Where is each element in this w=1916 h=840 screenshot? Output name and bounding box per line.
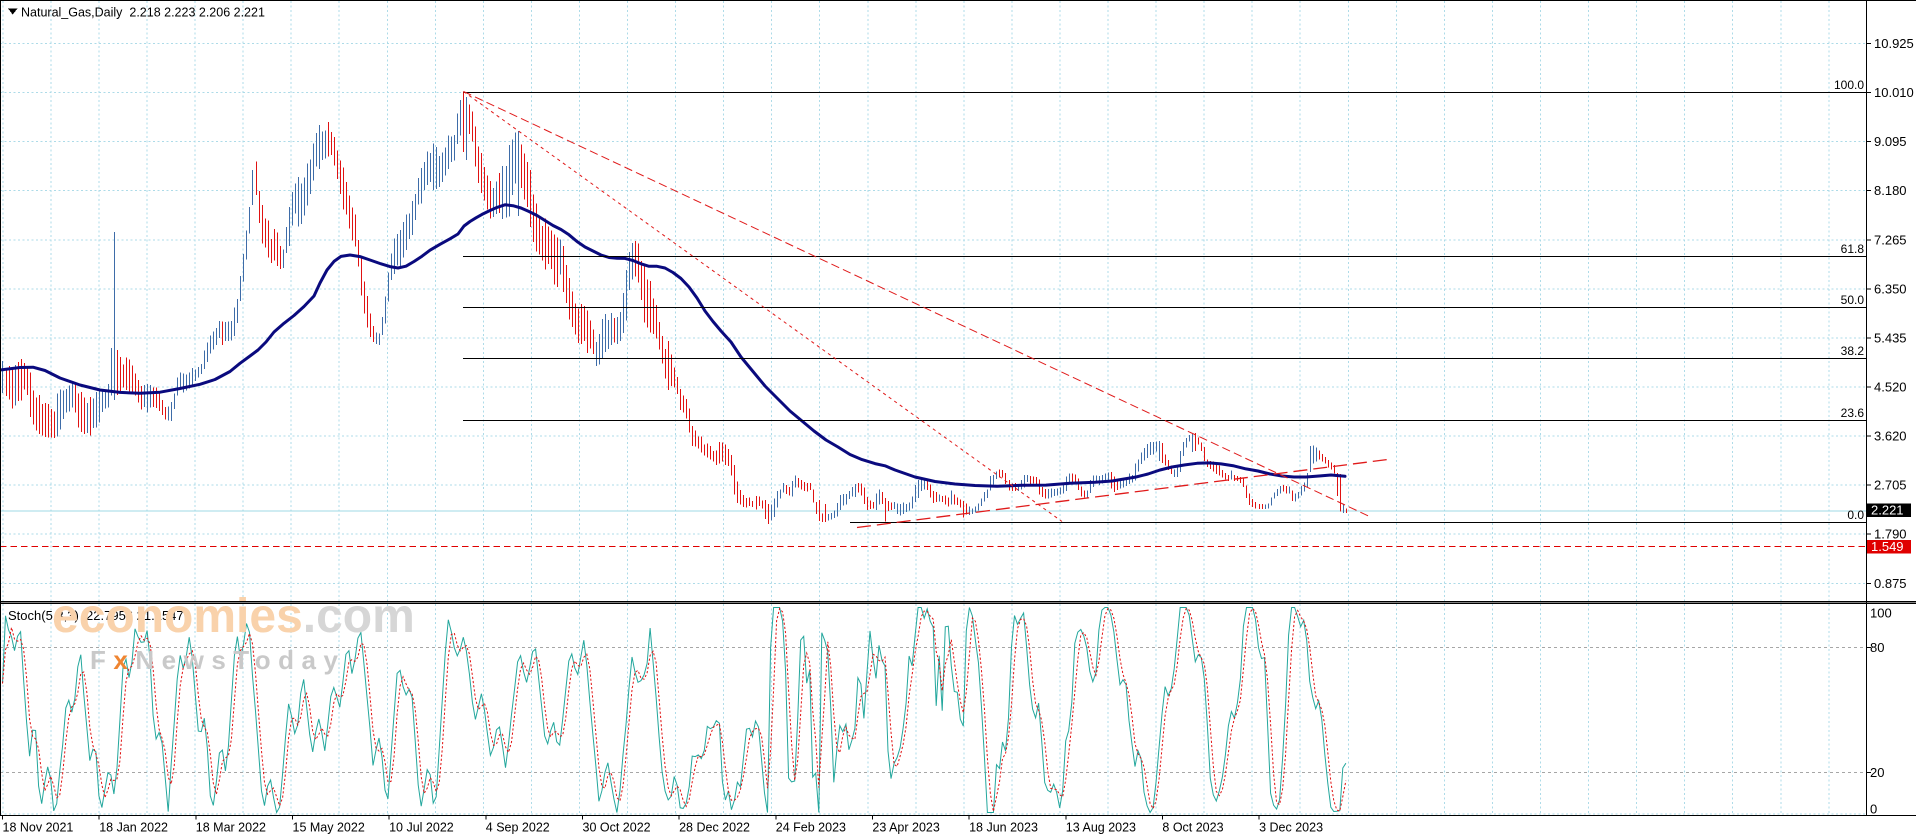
svg-text:7.265: 7.265 (1874, 232, 1907, 247)
svg-text:28 Dec 2022: 28 Dec 2022 (679, 821, 750, 835)
svg-text:0: 0 (1870, 802, 1877, 817)
svg-text:0.0: 0.0 (1847, 508, 1864, 522)
svg-text:Natural_Gas,Daily 2.218 2.223: Natural_Gas,Daily 2.218 2.223 2.206 2.22… (21, 6, 265, 20)
svg-text:23 Apr 2023: 23 Apr 2023 (872, 821, 939, 835)
svg-text:3 Dec 2023: 3 Dec 2023 (1259, 821, 1323, 835)
svg-text:10 Jul 2022: 10 Jul 2022 (389, 821, 454, 835)
svg-text:100.0: 100.0 (1834, 78, 1864, 92)
svg-text:8.180: 8.180 (1874, 183, 1907, 198)
svg-text:4 Sep 2022: 4 Sep 2022 (486, 821, 550, 835)
svg-text:FxNewsToday: FxNewsToday (90, 645, 345, 675)
svg-text:38.2: 38.2 (1841, 344, 1865, 358)
svg-text:0.875: 0.875 (1874, 576, 1907, 591)
svg-text:20: 20 (1870, 765, 1884, 780)
svg-text:4.520: 4.520 (1874, 380, 1907, 395)
svg-text:80: 80 (1870, 640, 1884, 655)
svg-text:2.705: 2.705 (1874, 478, 1907, 493)
svg-text:18 Jan 2022: 18 Jan 2022 (99, 821, 168, 835)
svg-text:1.549: 1.549 (1871, 539, 1904, 554)
svg-text:8 Oct 2023: 8 Oct 2023 (1162, 821, 1223, 835)
svg-text:6.350: 6.350 (1874, 281, 1907, 296)
svg-text:50.0: 50.0 (1841, 293, 1865, 307)
svg-text:1.790: 1.790 (1874, 527, 1907, 542)
svg-text:18 Jun 2023: 18 Jun 2023 (969, 821, 1038, 835)
svg-text:30 Oct 2022: 30 Oct 2022 (583, 821, 651, 835)
svg-text:61.8: 61.8 (1841, 242, 1865, 256)
svg-text:18 Nov 2021: 18 Nov 2021 (3, 821, 74, 835)
svg-text:9.095: 9.095 (1874, 134, 1907, 149)
svg-text:10.010: 10.010 (1874, 85, 1914, 100)
svg-text:15 May 2022: 15 May 2022 (293, 821, 365, 835)
svg-text:10.925: 10.925 (1874, 36, 1914, 51)
svg-text:24 Feb 2023: 24 Feb 2023 (776, 821, 846, 835)
svg-text:18 Mar 2022: 18 Mar 2022 (196, 821, 266, 835)
svg-text:13 Aug 2023: 13 Aug 2023 (1066, 821, 1136, 835)
svg-text:Stoch(5,3,3) 22.7956 21.1547: Stoch(5,3,3) 22.7956 21.1547 (8, 608, 184, 623)
svg-text:economies.com: economies.com (52, 590, 415, 643)
svg-text:3.620: 3.620 (1874, 429, 1907, 444)
svg-text:2.221: 2.221 (1871, 503, 1904, 518)
svg-text:23.6: 23.6 (1841, 406, 1865, 420)
svg-text:5.435: 5.435 (1874, 330, 1907, 345)
svg-text:100: 100 (1870, 606, 1892, 621)
